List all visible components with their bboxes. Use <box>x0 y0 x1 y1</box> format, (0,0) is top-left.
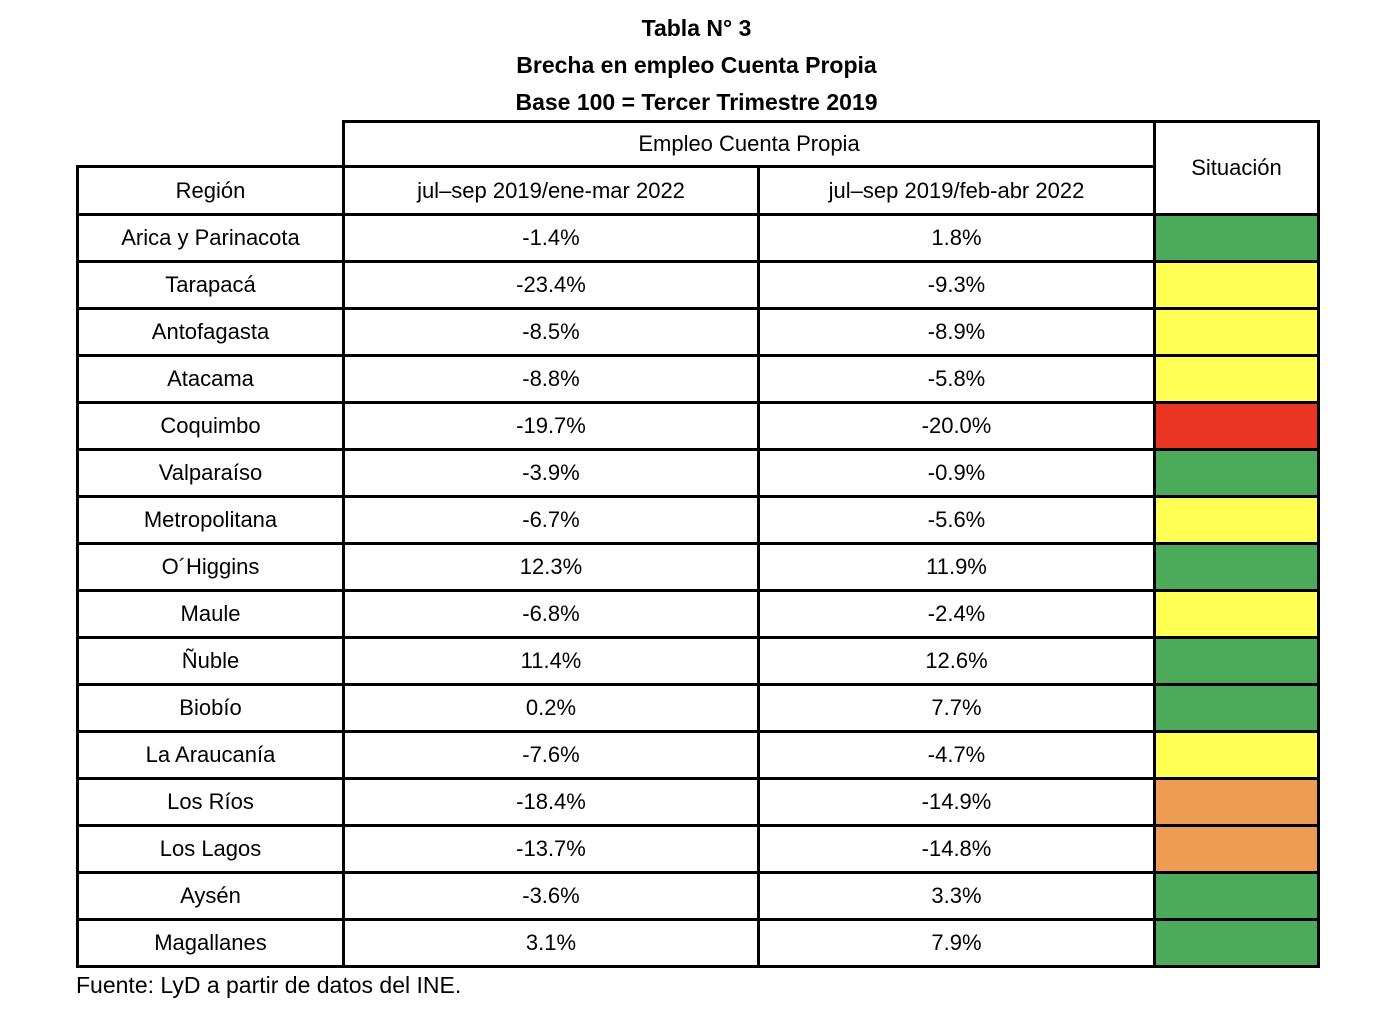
value-ene-mar-cell: -8.8% <box>342 354 760 404</box>
status-cell-green <box>1153 213 1321 263</box>
value-feb-abr-cell: -5.6% <box>756 495 1157 545</box>
table-row: Maule -6.8% -2.4% <box>76 589 1321 639</box>
status-cell-green <box>1153 871 1321 921</box>
value-feb-abr-cell: -4.7% <box>756 730 1157 780</box>
status-cell-green <box>1153 683 1321 733</box>
region-header-cell: Región <box>76 165 345 216</box>
region-cell: Biobío <box>76 683 345 733</box>
table-row: Tarapacá -23.4% -9.3% <box>76 260 1321 310</box>
value-feb-abr-cell: -20.0% <box>756 401 1157 451</box>
table-row: Aysén -3.6% 3.3% <box>76 871 1321 921</box>
status-cell-red <box>1153 401 1321 451</box>
status-cell-yellow <box>1153 495 1321 545</box>
status-cell-yellow <box>1153 589 1321 639</box>
status-cell-green <box>1153 918 1321 968</box>
table-row: Valparaíso -3.9% -0.9% <box>76 448 1321 498</box>
value-ene-mar-cell: 3.1% <box>342 918 760 968</box>
table-row: Coquimbo -19.7% -20.0% <box>76 401 1321 451</box>
value-feb-abr-cell: -14.8% <box>756 824 1157 874</box>
table-body: Arica y Parinacota -1.4% 1.8% Tarapacá -23.4… <box>76 213 1321 968</box>
col-feb-abr-header-cell: jul–sep 2019/feb-abr 2022 <box>756 165 1157 216</box>
table-row: Magallanes 3.1% 7.9% <box>76 918 1321 968</box>
status-cell-green <box>1153 636 1321 686</box>
value-ene-mar-cell: -18.4% <box>342 777 760 827</box>
value-feb-abr-cell: -9.3% <box>756 260 1157 310</box>
value-ene-mar-cell: -3.9% <box>342 448 760 498</box>
value-ene-mar-cell: -1.4% <box>342 213 760 263</box>
region-cell: Atacama <box>76 354 345 404</box>
value-feb-abr-cell: 1.8% <box>756 213 1157 263</box>
region-cell: Coquimbo <box>76 401 345 451</box>
region-cell: Magallanes <box>76 918 345 968</box>
value-feb-abr-cell: 3.3% <box>756 871 1157 921</box>
table-row: Antofagasta -8.5% -8.9% <box>76 307 1321 357</box>
value-ene-mar-cell: 12.3% <box>342 542 760 592</box>
data-table: Empleo Cuenta Propia Situación Región ju… <box>76 120 1321 968</box>
table-row: Biobío 0.2% 7.7% <box>76 683 1321 733</box>
group-header-cell: Empleo Cuenta Propia <box>341 120 1157 168</box>
value-ene-mar-cell: -8.5% <box>342 307 760 357</box>
value-ene-mar-cell: 0.2% <box>342 683 760 733</box>
status-cell-yellow <box>1153 730 1321 780</box>
value-ene-mar-cell: -13.7% <box>342 824 760 874</box>
table-row: O´Higgins 12.3% 11.9% <box>76 542 1321 592</box>
value-ene-mar-cell: -23.4% <box>342 260 760 310</box>
col-ene-mar-header-cell: jul–sep 2019/ene-mar 2022 <box>342 165 760 216</box>
value-ene-mar-cell: -6.7% <box>342 495 760 545</box>
region-cell: Metropolitana <box>76 495 345 545</box>
value-ene-mar-cell: -6.8% <box>342 589 760 639</box>
title-line-3: Base 100 = Tercer Trimestre 2019 <box>515 89 878 115</box>
status-cell-green <box>1153 448 1321 498</box>
value-ene-mar-cell: -7.6% <box>342 730 760 780</box>
table-row: Arica y Parinacota -1.4% 1.8% <box>76 213 1321 263</box>
region-cell: Aysén <box>76 871 345 921</box>
value-feb-abr-cell: 7.7% <box>756 683 1157 733</box>
status-cell-yellow <box>1153 260 1321 310</box>
region-cell: Los Lagos <box>76 824 345 874</box>
value-feb-abr-cell: -0.9% <box>756 448 1157 498</box>
empty-corner-cell <box>78 122 344 167</box>
column-header-row: Región jul–sep 2019/ene-mar 2022 jul–sep… <box>76 165 1319 216</box>
status-cell-yellow <box>1153 307 1321 357</box>
value-ene-mar-cell: 11.4% <box>342 636 760 686</box>
value-feb-abr-cell: -2.4% <box>756 589 1157 639</box>
value-ene-mar-cell: -3.6% <box>342 871 760 921</box>
value-feb-abr-cell: -5.8% <box>756 354 1157 404</box>
table-title: Tabla N° 3 Brecha en empleo Cuenta Propi… <box>76 10 1317 121</box>
status-cell-orange <box>1153 777 1321 827</box>
source-note: Fuente: LyD a partir de datos del INE. <box>76 972 462 998</box>
value-feb-abr-cell: -14.9% <box>756 777 1157 827</box>
status-cell-yellow <box>1153 354 1321 404</box>
table-row: Los Ríos -18.4% -14.9% <box>76 777 1321 827</box>
value-ene-mar-cell: -19.7% <box>342 401 760 451</box>
value-feb-abr-cell: 12.6% <box>756 636 1157 686</box>
situacion-header-cell: Situación <box>1153 120 1321 216</box>
region-cell: Arica y Parinacota <box>76 213 345 263</box>
region-cell: Los Ríos <box>76 777 345 827</box>
value-feb-abr-cell: -8.9% <box>756 307 1157 357</box>
table-row: Metropolitana -6.7% -5.6% <box>76 495 1321 545</box>
value-feb-abr-cell: 7.9% <box>756 918 1157 968</box>
table-row: Atacama -8.8% -5.8% <box>76 354 1321 404</box>
status-cell-orange <box>1153 824 1321 874</box>
title-line-2: Brecha en empleo Cuenta Propia <box>516 52 877 78</box>
table-row: Los Lagos -13.7% -14.8% <box>76 824 1321 874</box>
region-cell: O´Higgins <box>76 542 345 592</box>
region-cell: Ñuble <box>76 636 345 686</box>
region-cell: Maule <box>76 589 345 639</box>
value-feb-abr-cell: 11.9% <box>756 542 1157 592</box>
group-header-row: Empleo Cuenta Propia Situación <box>78 120 1321 216</box>
region-cell: Valparaíso <box>76 448 345 498</box>
table-row: Ñuble 11.4% 12.6% <box>76 636 1321 686</box>
title-line-1: Tabla N° 3 <box>641 15 752 41</box>
region-cell: La Araucanía <box>76 730 345 780</box>
region-cell: Tarapacá <box>76 260 345 310</box>
table-row: La Araucanía -7.6% -4.7% <box>76 730 1321 780</box>
status-cell-green <box>1153 542 1321 592</box>
region-cell: Antofagasta <box>76 307 345 357</box>
